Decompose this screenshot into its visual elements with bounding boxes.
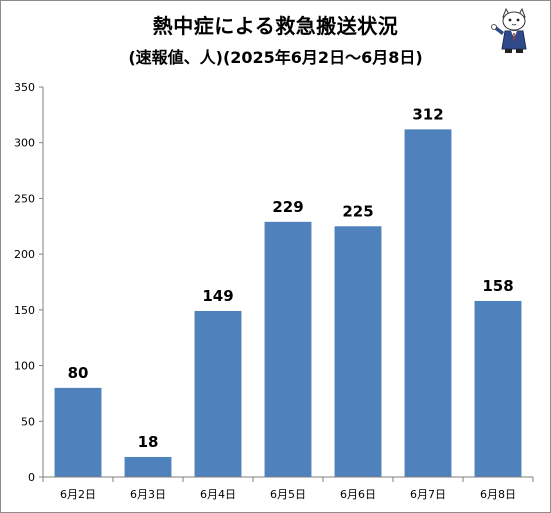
y-axis: 0 50 100 150 200 250 300 350 — [14, 81, 44, 484]
data-label: 149 — [202, 287, 233, 305]
y-tick-label: 0 — [28, 471, 35, 484]
bar — [334, 226, 382, 477]
y-tick-label: 50 — [21, 415, 35, 428]
x-tick-label: 6月5日 — [270, 488, 306, 501]
chart-title: 熱中症による救急搬送状況 — [152, 14, 399, 38]
y-tick-label: 200 — [14, 248, 35, 261]
y-tick-label: 250 — [14, 192, 35, 205]
y-tick-label: 300 — [14, 137, 35, 150]
x-tick-label: 6月3日 — [130, 488, 166, 501]
data-label: 158 — [482, 277, 513, 295]
data-label: 18 — [138, 433, 159, 451]
x-tick-label: 6月8日 — [480, 488, 516, 501]
data-label: 225 — [342, 202, 373, 220]
bar — [54, 387, 102, 477]
bar — [124, 456, 172, 477]
chart-subtitle: (速報値、人)(2025年6月2日～6月8日) — [128, 48, 423, 67]
bar — [194, 310, 242, 477]
bar — [474, 300, 522, 477]
data-label: 312 — [412, 105, 443, 123]
data-label: 229 — [272, 198, 303, 216]
data-label: 80 — [68, 364, 89, 382]
data-labels: 80 18 149 229 225 312 158 — [68, 105, 514, 451]
y-tick-label: 100 — [14, 360, 35, 373]
x-tick-label: 6月2日 — [60, 488, 96, 501]
bar — [264, 221, 312, 477]
x-tick-label: 6月6日 — [340, 488, 376, 501]
bar — [404, 129, 452, 478]
mascot-cat-icon — [491, 7, 527, 53]
x-tick-label: 6月4日 — [200, 488, 236, 501]
x-axis: 6月2日 6月3日 6月4日 6月5日 6月6日 6月7日 6月8日 — [42, 476, 534, 501]
y-tick-label: 350 — [14, 81, 35, 94]
y-tick-label: 150 — [14, 304, 35, 317]
bars — [54, 129, 522, 478]
x-tick-label: 6月7日 — [410, 488, 446, 501]
